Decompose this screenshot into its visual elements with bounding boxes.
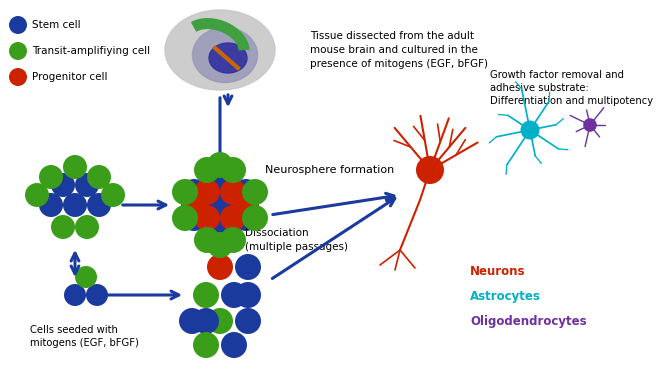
Circle shape	[181, 179, 207, 205]
Circle shape	[194, 227, 220, 253]
Circle shape	[193, 308, 219, 334]
Circle shape	[39, 165, 63, 189]
Circle shape	[75, 215, 99, 239]
Circle shape	[179, 308, 205, 334]
Text: Oligodendrocytes: Oligodendrocytes	[470, 315, 586, 328]
Circle shape	[242, 179, 268, 205]
Circle shape	[220, 179, 246, 205]
Circle shape	[193, 332, 219, 358]
Circle shape	[207, 152, 233, 178]
Circle shape	[583, 118, 597, 132]
Circle shape	[63, 155, 87, 179]
Circle shape	[207, 308, 233, 334]
Circle shape	[172, 205, 198, 231]
Circle shape	[193, 282, 219, 308]
Circle shape	[233, 205, 259, 231]
Text: Neurons: Neurons	[470, 265, 525, 278]
Circle shape	[242, 205, 268, 231]
Circle shape	[9, 16, 27, 34]
Circle shape	[235, 308, 261, 334]
Ellipse shape	[193, 27, 258, 82]
Text: Neurosphere formation: Neurosphere formation	[265, 165, 394, 175]
Circle shape	[51, 173, 75, 197]
Circle shape	[86, 284, 108, 306]
Text: Transit-amplifiying cell: Transit-amplifiying cell	[32, 46, 150, 56]
Circle shape	[235, 254, 261, 280]
Circle shape	[194, 179, 220, 205]
Circle shape	[233, 179, 259, 205]
Ellipse shape	[209, 43, 247, 73]
Circle shape	[25, 183, 49, 207]
Circle shape	[207, 232, 233, 258]
Circle shape	[220, 227, 246, 253]
Circle shape	[194, 157, 220, 183]
Text: Astrocytes: Astrocytes	[470, 290, 541, 303]
Circle shape	[75, 173, 99, 197]
Circle shape	[220, 157, 246, 183]
Circle shape	[220, 205, 246, 231]
Circle shape	[87, 165, 111, 189]
Text: Growth factor removal and
adhesive substrate:
Differentiation and multipotency: Growth factor removal and adhesive subst…	[490, 70, 653, 106]
Circle shape	[194, 205, 220, 231]
Circle shape	[207, 166, 233, 192]
Circle shape	[181, 205, 207, 231]
Circle shape	[233, 192, 259, 218]
Circle shape	[101, 183, 125, 207]
Circle shape	[51, 215, 75, 239]
Circle shape	[87, 193, 111, 217]
Circle shape	[221, 332, 247, 358]
Circle shape	[220, 192, 246, 218]
Circle shape	[194, 192, 220, 218]
Circle shape	[181, 192, 207, 218]
Circle shape	[235, 282, 261, 308]
Circle shape	[75, 266, 97, 288]
Text: Dissociation
(multiple passages): Dissociation (multiple passages)	[245, 228, 348, 252]
Circle shape	[9, 42, 27, 60]
Text: Progenitor cell: Progenitor cell	[32, 72, 108, 82]
Circle shape	[207, 254, 233, 280]
Circle shape	[207, 192, 233, 218]
Circle shape	[63, 193, 87, 217]
Text: Stem cell: Stem cell	[32, 20, 80, 30]
Text: Cells seeded with
mitogens (EGF, bFGF): Cells seeded with mitogens (EGF, bFGF)	[30, 325, 139, 348]
Circle shape	[64, 284, 86, 306]
Circle shape	[521, 120, 539, 139]
Circle shape	[207, 218, 233, 244]
Circle shape	[39, 193, 63, 217]
Circle shape	[9, 68, 27, 86]
Circle shape	[416, 156, 444, 184]
Circle shape	[221, 282, 247, 308]
Ellipse shape	[165, 10, 275, 90]
Text: Tissue dissected from the adult
mouse brain and cultured in the
presence of mito: Tissue dissected from the adult mouse br…	[310, 31, 488, 69]
Circle shape	[172, 179, 198, 205]
